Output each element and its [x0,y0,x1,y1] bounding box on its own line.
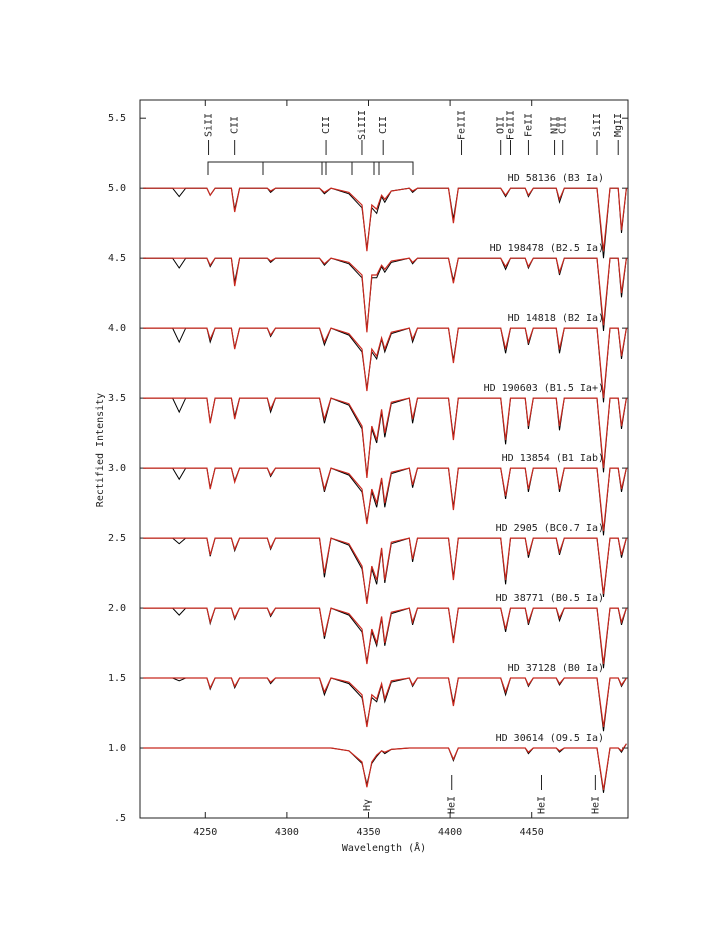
y-tick-label: 4.5 [108,253,126,264]
x-tick-label: 4250 [193,827,217,838]
line-label: SiII [592,113,603,137]
line-label: HeI [536,796,547,814]
line-label: HeI [590,796,601,814]
line-label: SiIII [357,110,368,140]
line-label: CII [378,116,389,134]
x-axis-title: Wavelength (Å) [342,841,426,854]
y-tick-label: .5 [114,813,126,824]
line-label: OII [496,116,507,134]
spectrum-line [143,187,627,252]
y-tick-label: 3.0 [108,463,126,474]
line-label: CII [321,116,332,134]
x-tick-label: 4400 [438,827,462,838]
spectrum-label: HD 38771 (B0.5 Ia) [496,593,604,604]
y-tick-label: 2.0 [108,603,126,614]
multiplet-bracket [207,161,414,175]
spectrum-label: HD 14818 (B2 Ia) [508,313,604,324]
y-axis-title: Rectified Intensity [95,393,106,507]
spectrum-line [143,467,627,532]
x-tick-label: 4450 [520,827,544,838]
line-label: HeI [447,796,458,814]
plot-frame [139,99,629,819]
line-label: MgII [613,113,624,137]
spectrum-line [143,537,627,602]
spectrum-label: HD 198478 (B2.5 Ia) [490,243,604,254]
y-tick-label: 1.0 [108,743,126,754]
spectrum-line [143,677,627,728]
spectrum-line [143,607,627,669]
spectrum-line [143,743,627,793]
spectrum-label: HD 58136 (B3 Ia) [508,173,604,184]
spectrum-line [143,397,627,478]
y-tick-label: 2.5 [108,533,126,544]
line-label: SiII [204,113,215,137]
line-label: Hγ [362,799,373,811]
line-label: CII [558,116,569,134]
spectrum-label: HD 30614 (O9.5 Ia) [496,733,604,744]
spectrum-line [143,607,627,665]
y-tick-label: 3.5 [108,393,126,404]
y-tick-label: 1.5 [108,673,126,684]
line-label: FeIII [457,110,468,140]
spectrum-line [143,677,627,732]
spectrum-label: HD 37128 (B0 Ia) [508,663,604,674]
y-tick-label: 5.5 [108,113,126,124]
spectrum-label: HD 2905 (BC0.7 Ia) [496,523,604,534]
line-label: NII [550,116,561,134]
y-tick-label: 5.0 [108,183,126,194]
x-tick-label: 4350 [356,827,380,838]
x-tick-label: 4300 [275,827,299,838]
line-label: CII [230,116,241,134]
spectrum-line [143,257,627,333]
spectrum-label: HD 13854 (B1 Iab) [502,453,604,464]
spectrum-label: HD 190603 (B1.5 Ia+) [484,383,604,394]
spectrum-line [143,743,627,791]
line-label: FeIII [505,110,516,140]
line-label: FeII [523,113,534,137]
spectrum-line [143,537,627,604]
spectrum-line [143,327,627,399]
y-tick-label: 4.0 [108,323,126,334]
